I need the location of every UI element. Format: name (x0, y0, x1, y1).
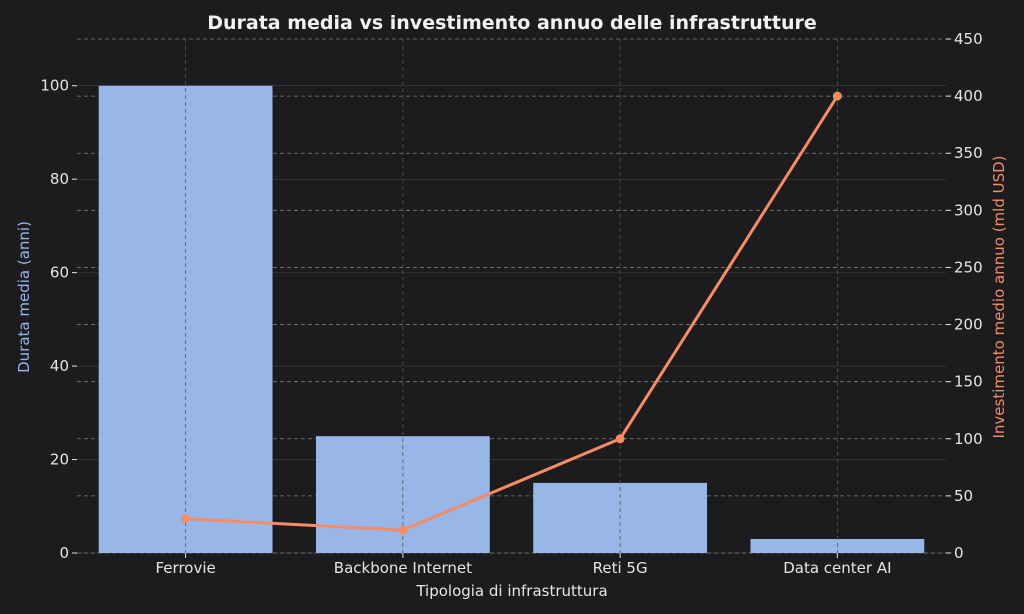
line-series (181, 91, 842, 535)
line-point-3 (832, 91, 842, 101)
right-tick-label-4: 200 (954, 316, 983, 334)
x-tick-label-0: Ferrovie (156, 559, 216, 577)
left-tick-label-2: 40 (50, 357, 69, 375)
left-axis-label: Durata media (anni) (15, 221, 33, 373)
right-axis: 0 50 100 150 200 250 300 350 400 450 (946, 30, 983, 562)
chart-title: Durata media vs investimento annuo delle… (207, 12, 817, 34)
left-tick-label-5: 100 (40, 77, 69, 95)
x-axis: Ferrovie Backbone Internet Reti 5G Data cen… (156, 553, 892, 577)
line-point-1 (398, 525, 408, 535)
right-tick-label-7: 350 (954, 144, 983, 162)
right-tick-label-3: 150 (954, 373, 983, 391)
line-point-0 (181, 514, 191, 524)
left-axis: 0 20 40 60 80 100 (40, 77, 77, 562)
right-tick-label-2: 100 (954, 430, 983, 448)
right-tick-label-1: 50 (954, 487, 973, 505)
line-path (185, 95, 839, 532)
right-tick-label-8: 400 (954, 87, 983, 105)
left-tick-label-4: 80 (50, 170, 69, 188)
right-axis-label: Investimento medio annuo (mld USD) (990, 155, 1008, 438)
line-point-2 (615, 434, 625, 444)
x-tick-label-3: Data center AI (783, 559, 891, 577)
left-tick-label-3: 60 (50, 264, 69, 282)
category-gridlines (185, 39, 838, 553)
x-tick-label-2: Reti 5G (593, 559, 648, 577)
right-tick-label-5: 250 (954, 258, 983, 276)
x-tick-label-1: Backbone Internet (334, 559, 472, 577)
x-axis-label: Tipologia di infrastruttura (415, 582, 607, 600)
right-tick-label-9: 450 (954, 30, 983, 48)
right-tick-label-6: 300 (954, 201, 983, 219)
left-tick-label-1: 20 (50, 451, 69, 469)
left-tick-label-0: 0 (59, 544, 69, 562)
right-tick-label-0: 0 (954, 544, 964, 562)
